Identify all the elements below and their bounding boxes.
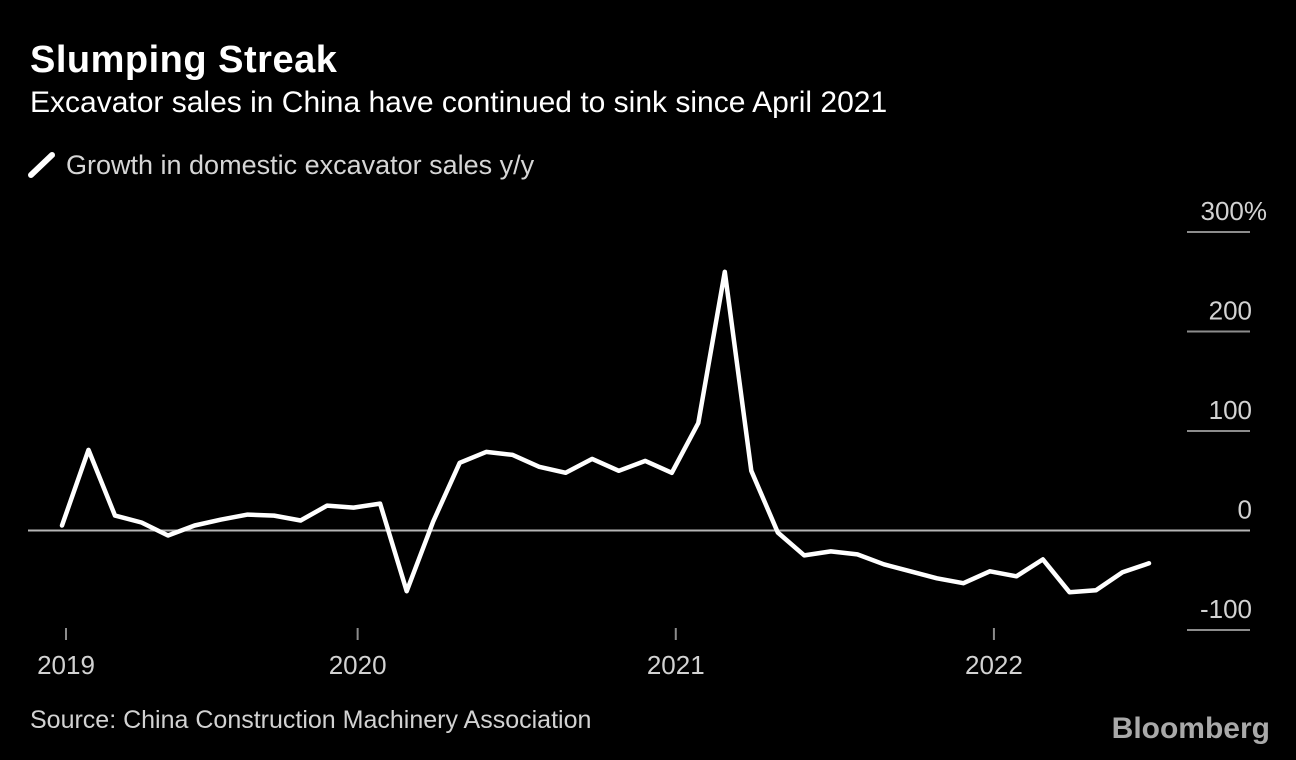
x-axis-tick-label: 2021 — [647, 650, 705, 680]
x-axis-tick-label: 2022 — [965, 650, 1023, 680]
x-axis-tick-label: 2020 — [329, 650, 387, 680]
y-axis-tick-label: 0 — [1238, 495, 1252, 525]
legend: Growth in domestic excavator sales y/y — [28, 150, 534, 180]
y-axis-tick-label: 200 — [1209, 296, 1252, 326]
legend-label: Growth in domestic excavator sales y/y — [66, 150, 535, 180]
series-line-excavator-sales — [59, 269, 1152, 595]
y-axis-tick-label: 300% — [1201, 196, 1268, 226]
bloomberg-logo: Bloomberg — [1111, 712, 1270, 745]
chart-subtitle: Excavator sales in China have continued … — [30, 86, 888, 119]
y-axis-tick-label: -100 — [1200, 594, 1252, 624]
legend-line-marker-icon — [28, 152, 55, 178]
chart-title: Slumping Streak — [30, 39, 338, 81]
source-text: Source: China Construction Machinery Ass… — [30, 706, 592, 734]
y-axis-tick-label: 100 — [1209, 395, 1252, 425]
x-axis-tick-label: 2019 — [37, 650, 95, 680]
